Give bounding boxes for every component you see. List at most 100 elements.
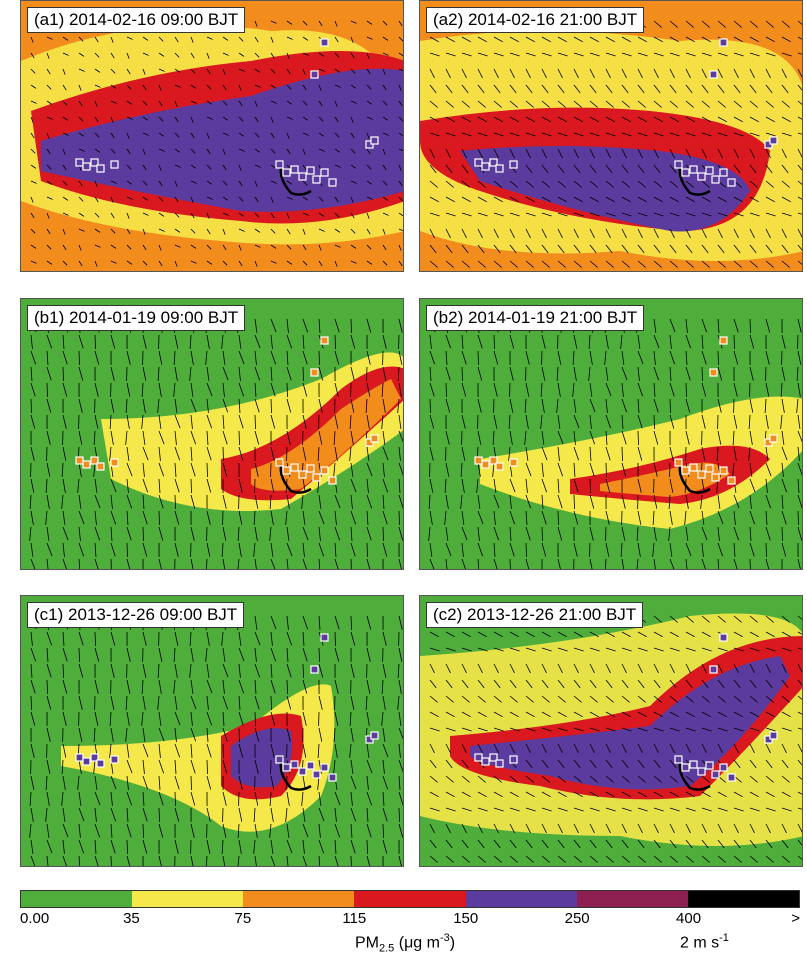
wind-vector bbox=[206, 807, 211, 822]
wind-vector bbox=[781, 430, 785, 445]
wind-vector bbox=[94, 244, 101, 248]
wind-vector bbox=[158, 382, 162, 397]
wind-vector bbox=[685, 526, 689, 541]
wind-vector bbox=[733, 446, 737, 461]
wind-vector bbox=[541, 510, 547, 525]
wind-vector bbox=[350, 631, 356, 646]
monitoring-station-marker bbox=[320, 168, 329, 177]
wind-vector bbox=[110, 52, 115, 59]
wind-vector bbox=[557, 478, 560, 493]
wind-vector bbox=[286, 791, 290, 806]
wind-vector bbox=[222, 148, 226, 155]
wind-vector bbox=[382, 260, 388, 266]
wind-vector bbox=[669, 695, 678, 703]
wind-vector bbox=[685, 855, 694, 863]
wind-vector bbox=[717, 679, 725, 689]
wind-vector bbox=[429, 68, 435, 79]
wind-vector bbox=[334, 839, 337, 854]
wind-vector bbox=[62, 228, 66, 235]
wind-vector bbox=[158, 558, 162, 569]
wind-vector bbox=[637, 711, 647, 718]
wind-vector bbox=[238, 695, 241, 710]
wind-vector bbox=[94, 510, 97, 525]
wind-vector bbox=[254, 350, 257, 365]
wind-vector bbox=[621, 350, 625, 365]
wind-vector bbox=[749, 260, 758, 268]
wind-vector bbox=[556, 398, 559, 413]
wind-vector bbox=[669, 398, 671, 414]
wind-vector bbox=[126, 711, 130, 726]
wind-vector bbox=[318, 663, 324, 678]
wind-vector bbox=[765, 36, 775, 43]
wind-vector bbox=[589, 743, 595, 754]
wind-vector bbox=[206, 446, 212, 461]
wind-vector bbox=[781, 244, 789, 254]
wind-vector bbox=[605, 679, 613, 689]
wind-vector bbox=[637, 334, 641, 349]
wind-vector bbox=[30, 180, 37, 184]
wind-vector bbox=[445, 807, 456, 812]
wind-vector bbox=[382, 775, 389, 790]
wind-vector bbox=[190, 823, 195, 838]
wind-vector bbox=[765, 116, 775, 123]
wind-vector bbox=[541, 366, 546, 381]
wind-vector bbox=[445, 663, 451, 674]
wind-vector bbox=[110, 398, 115, 413]
wind-vector bbox=[30, 679, 36, 694]
wind-vector bbox=[190, 743, 193, 758]
wind-vector bbox=[461, 212, 472, 217]
wind-vector bbox=[653, 350, 656, 365]
wind-vector bbox=[637, 839, 645, 849]
wind-vector bbox=[445, 542, 452, 557]
wind-vector bbox=[126, 510, 129, 525]
wind-vector bbox=[254, 212, 260, 218]
wind-vector bbox=[350, 727, 354, 742]
wind-vector bbox=[206, 775, 212, 790]
wind-vector bbox=[62, 711, 67, 726]
wind-vector bbox=[509, 494, 512, 509]
wind-vector bbox=[557, 350, 562, 365]
wind-vector bbox=[477, 36, 487, 43]
wind-vector bbox=[206, 148, 211, 155]
wind-vector bbox=[749, 855, 758, 863]
wind-vector bbox=[781, 510, 787, 525]
wind-vector bbox=[222, 647, 226, 662]
wind-vector bbox=[669, 631, 679, 638]
wind-vector bbox=[573, 510, 579, 525]
wind-vector bbox=[254, 679, 257, 694]
wind-vector bbox=[382, 244, 387, 251]
wind-vector bbox=[110, 510, 117, 525]
wind-vector bbox=[270, 743, 275, 758]
wind-vector bbox=[733, 244, 741, 254]
wind-vector bbox=[429, 558, 435, 569]
wind-vector bbox=[94, 68, 101, 73]
wind-vector bbox=[206, 382, 213, 397]
wind-vector bbox=[382, 727, 386, 742]
wind-vector bbox=[621, 68, 627, 79]
wind-vector bbox=[285, 807, 288, 822]
wind-vector bbox=[366, 116, 373, 120]
monitoring-station-marker bbox=[90, 753, 99, 762]
wind-vector bbox=[588, 366, 591, 381]
wind-vector bbox=[445, 84, 453, 94]
wind-vector bbox=[270, 775, 275, 790]
wind-vector bbox=[637, 212, 648, 217]
wind-vector bbox=[78, 350, 80, 366]
wind-vector bbox=[254, 68, 261, 73]
wind-vector bbox=[46, 462, 51, 477]
wind-vector bbox=[477, 116, 487, 123]
wind-vector bbox=[350, 334, 356, 349]
wind-vector bbox=[701, 148, 707, 159]
wind-vector bbox=[781, 807, 792, 812]
wind-vector bbox=[270, 20, 277, 24]
wind-vector bbox=[334, 414, 339, 429]
wind-vector bbox=[174, 414, 181, 429]
wind-vector bbox=[652, 542, 655, 557]
wind-vector bbox=[477, 558, 480, 569]
wind-vector bbox=[174, 711, 181, 726]
wind-vector bbox=[366, 855, 371, 866]
monitoring-station-marker bbox=[674, 160, 683, 169]
wind-vector bbox=[222, 462, 228, 477]
pm-subscript: 2.5 bbox=[379, 942, 395, 955]
wind-vector bbox=[350, 615, 352, 631]
